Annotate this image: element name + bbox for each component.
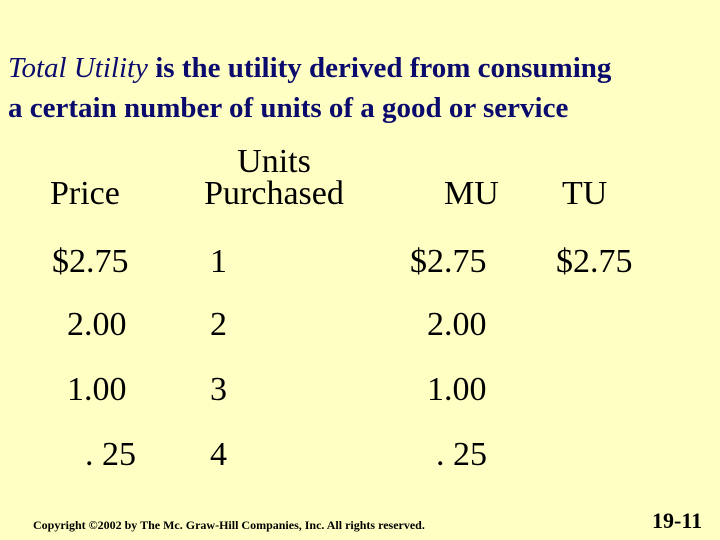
row1-mu: $2.75 xyxy=(410,243,487,280)
row1-units: 1 xyxy=(210,243,227,280)
copyright-footer: Copyright ©2002 by The Mc. Graw-Hill Com… xyxy=(33,518,425,532)
slide-number: 19-11 xyxy=(652,508,703,533)
header-units-line2: Purchased xyxy=(204,175,344,212)
header-tu: TU xyxy=(562,175,608,212)
header-units-purchased: Units Purchased xyxy=(190,143,358,212)
row1-tu: $2.75 xyxy=(556,243,633,280)
title-lead: Total Utility xyxy=(8,52,148,84)
title-line2: a certain number of units of a good or s… xyxy=(8,92,569,124)
row2-mu: 2.00 xyxy=(427,306,487,343)
row4-units: 4 xyxy=(210,436,227,473)
row3-units: 3 xyxy=(210,371,227,408)
header-price: Price xyxy=(50,175,120,212)
slide-title: Total Utility is the utility derived fro… xyxy=(8,48,708,128)
row4-mu: . 25 xyxy=(436,436,487,473)
row1-price: $2.75 xyxy=(52,243,129,280)
row4-price: . 25 xyxy=(85,436,136,473)
title-rest-line1: is the utility derived from consuming xyxy=(147,52,612,84)
row2-units: 2 xyxy=(210,306,227,343)
header-units-line1: Units xyxy=(237,143,311,180)
row2-price: 2.00 xyxy=(67,306,127,343)
row3-mu: 1.00 xyxy=(427,371,487,408)
header-mu: MU xyxy=(444,175,499,212)
row3-price: 1.00 xyxy=(67,371,127,408)
